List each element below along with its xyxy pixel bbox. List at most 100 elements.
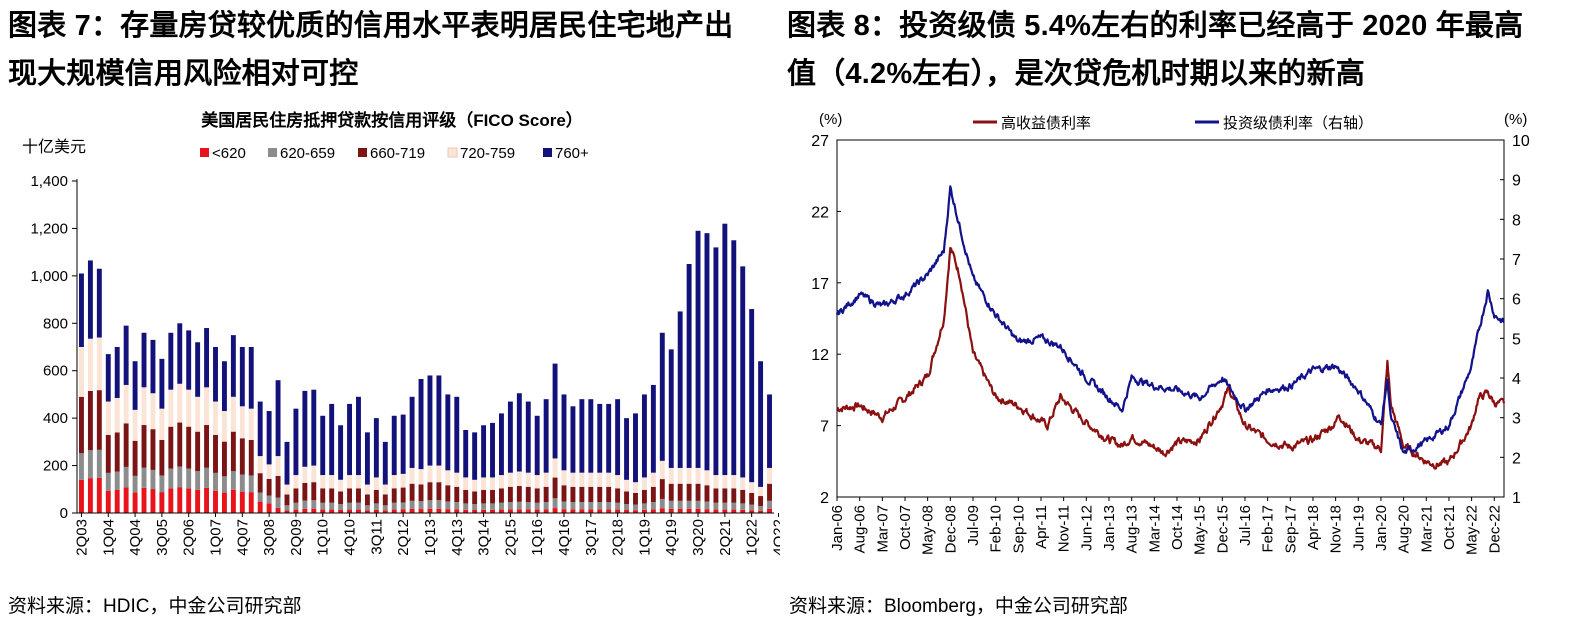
bar-segment [633,492,638,505]
chart-legend: 高收益债利率 投资级债利率（右轴） [973,115,1373,132]
bar-segment [329,509,335,513]
bar-segment [597,502,603,510]
bar-segment [570,509,576,513]
bar-segment [347,475,352,489]
legend-swatch-2 [358,148,367,157]
bar-segment [767,394,772,468]
bar-segment [400,414,406,474]
bar-segment [195,431,201,472]
bar-segment [570,406,576,473]
y-tick-label: 0 [60,505,68,522]
bar-segment [641,509,647,513]
bar-segment [436,482,442,501]
bar-segment [302,390,308,467]
bar-segment [213,490,218,513]
bar-segment [713,488,719,503]
bar-segment [695,483,701,501]
chart-title: 美国居民住房抵押贷款按信用评级（FICO Score） [201,110,583,130]
bar-segment [150,339,156,394]
bar-segment [686,264,692,468]
left-tick-label: 12 [811,347,829,364]
bar-segment [123,384,129,424]
bar-segment [588,472,594,487]
bar-segment [105,490,111,513]
bar-segment [347,509,352,513]
x-tick-label: Jun-19 [1350,505,1367,551]
bar-segment [230,489,236,513]
bar-segment [400,502,406,510]
bar-segment [767,483,772,501]
bar-segment [436,465,442,483]
bar-segment [311,465,317,483]
bar-segment [79,453,84,480]
bar-segment [606,486,612,503]
bar-segment [391,502,397,510]
bar-segment [722,502,728,510]
legend-label-4: 760+ [555,145,589,162]
bar-segment [159,492,165,513]
bar-segment [311,389,317,466]
legend-label-0: <620 [212,145,246,162]
bar-segment [114,397,120,433]
bar-segment [400,473,406,488]
bar-segment [641,477,647,490]
bar-segment [606,509,612,513]
bar-segment [373,418,379,478]
bar-segment [740,477,746,490]
bar-segment [195,489,201,513]
legend-label-3: 720-759 [460,145,515,162]
bar-segment [213,472,218,491]
bar-segment [445,485,451,502]
bar-segment [302,500,308,509]
bar-segment [668,467,674,484]
bar-segment [463,489,469,504]
bar-segment [534,475,540,489]
bar-segment [275,476,281,498]
bar-segment [454,396,460,473]
bar-segment [293,502,299,510]
bar-segment [347,488,352,503]
bar-segment [418,469,424,485]
bar-segment [275,497,281,508]
bar-segment [195,396,201,432]
bar-segment [123,423,129,467]
bar-segment [490,422,495,478]
bar-segment [767,500,772,509]
bar-segment [293,408,299,476]
bar-segment [338,510,344,513]
bar-segment [204,387,210,426]
bar-segment [543,399,549,473]
x-tick-label: 4Q07 [234,519,251,556]
bar-segment [597,403,603,473]
bar-segment [659,498,665,509]
bar-segment [364,510,370,513]
bar-segment [248,408,254,440]
x-tick-label: Nov-11 [1056,505,1073,552]
bar-segment [239,474,245,492]
bar-segment [543,472,549,487]
x-tick-label: 2Q12 [395,519,412,556]
bar-segment [624,418,630,480]
bar-segment [275,507,281,513]
bar-segment [507,502,513,510]
bar-segment [248,475,254,493]
bar-segment [87,390,93,451]
bar-segment [686,508,692,513]
bar-segment [427,375,433,466]
bar-segment [132,361,138,410]
bar-segment [329,403,335,476]
bar-segment [624,491,630,505]
x-tick-label: 4Q10 [342,519,359,556]
bar-segment [159,475,165,493]
bar-segment [615,509,621,513]
bar-segment [767,467,772,484]
x-tick-label: 4Q04 [127,519,144,556]
bar-segment [579,399,585,473]
bar-segment [427,482,433,501]
bar-segment [204,467,210,488]
bar-segment [677,311,683,468]
bar-segment [284,441,290,485]
x-tick-label: 2Q09 [288,519,305,556]
bar-segment [516,471,522,487]
bar-segment [293,475,299,489]
